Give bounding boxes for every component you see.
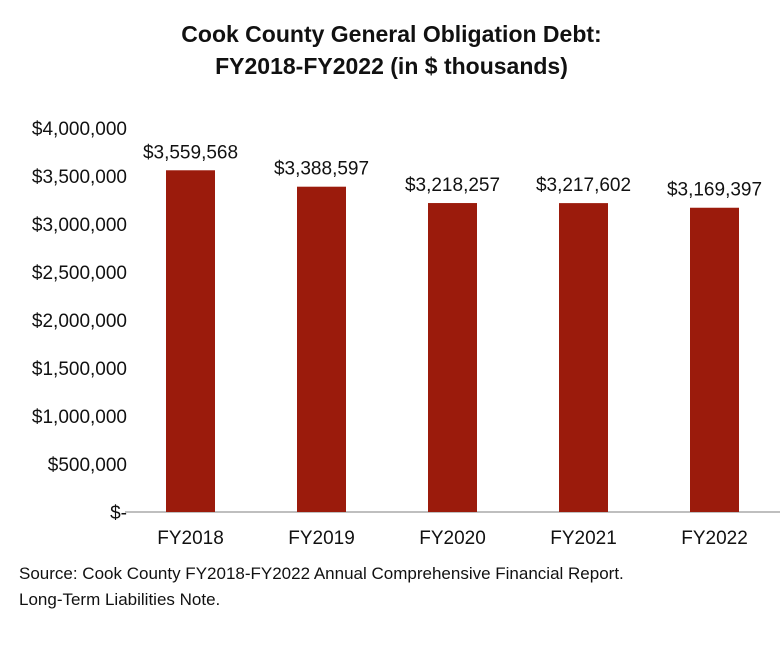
bar-fy2020 [428, 203, 477, 512]
bar-data-label: $3,218,257 [405, 175, 500, 196]
y-tick-label: $3,000,000 [32, 215, 127, 236]
y-axis-tick-labels: $- $500,000 $1,000,000 $1,500,000 $2,000,000… [32, 119, 127, 524]
y-tick-label: $4,000,000 [32, 119, 127, 140]
y-tick-label: $1,000,000 [32, 407, 127, 428]
y-tick-label: $- [110, 503, 127, 524]
source-line-2: Long-Term Liabilities Note. [19, 590, 221, 609]
y-tick-label: $500,000 [48, 455, 127, 476]
bar-data-label: $3,217,602 [536, 175, 631, 196]
x-tick-label: FY2019 [288, 528, 355, 549]
y-tick-label: $2,500,000 [32, 263, 127, 284]
x-axis-tick-labels: FY2018 FY2019 FY2020 FY2021 FY2022 [157, 528, 748, 549]
bar-fy2022 [690, 207, 739, 512]
y-tick-label: $2,000,000 [32, 311, 127, 332]
bar-data-label: $3,559,568 [143, 142, 238, 163]
bar-chart: $- $500,000 $1,000,000 $1,500,000 $2,000,000… [32, 119, 780, 549]
x-tick-label: FY2021 [550, 528, 617, 549]
y-tick-label: $1,500,000 [32, 359, 127, 380]
bar-data-labels: $3,559,568 $3,388,597 $3,218,257 $3,217,602… [143, 142, 762, 200]
chart-title-line-2: FY2018-FY2022 (in $ thousands) [215, 53, 568, 79]
x-tick-label: FY2022 [681, 528, 748, 549]
bar-fy2019 [297, 186, 346, 512]
bar-fy2021 [559, 203, 608, 512]
x-tick-label: FY2020 [419, 528, 486, 549]
bar-fy2018 [166, 170, 215, 512]
chart-title: Cook County General Obligation Debt: FY2… [0, 18, 783, 82]
chart-title-line-1: Cook County General Obligation Debt: [181, 21, 602, 47]
source-line-1: Source: Cook County FY2018-FY2022 Annual… [19, 564, 624, 583]
bars [166, 170, 739, 512]
bar-data-label: $3,169,397 [667, 180, 762, 201]
source-note: Source: Cook County FY2018-FY2022 Annual… [19, 561, 624, 613]
y-tick-label: $3,500,000 [32, 167, 127, 188]
bar-data-label: $3,388,597 [274, 159, 369, 180]
x-tick-label: FY2018 [157, 528, 224, 549]
